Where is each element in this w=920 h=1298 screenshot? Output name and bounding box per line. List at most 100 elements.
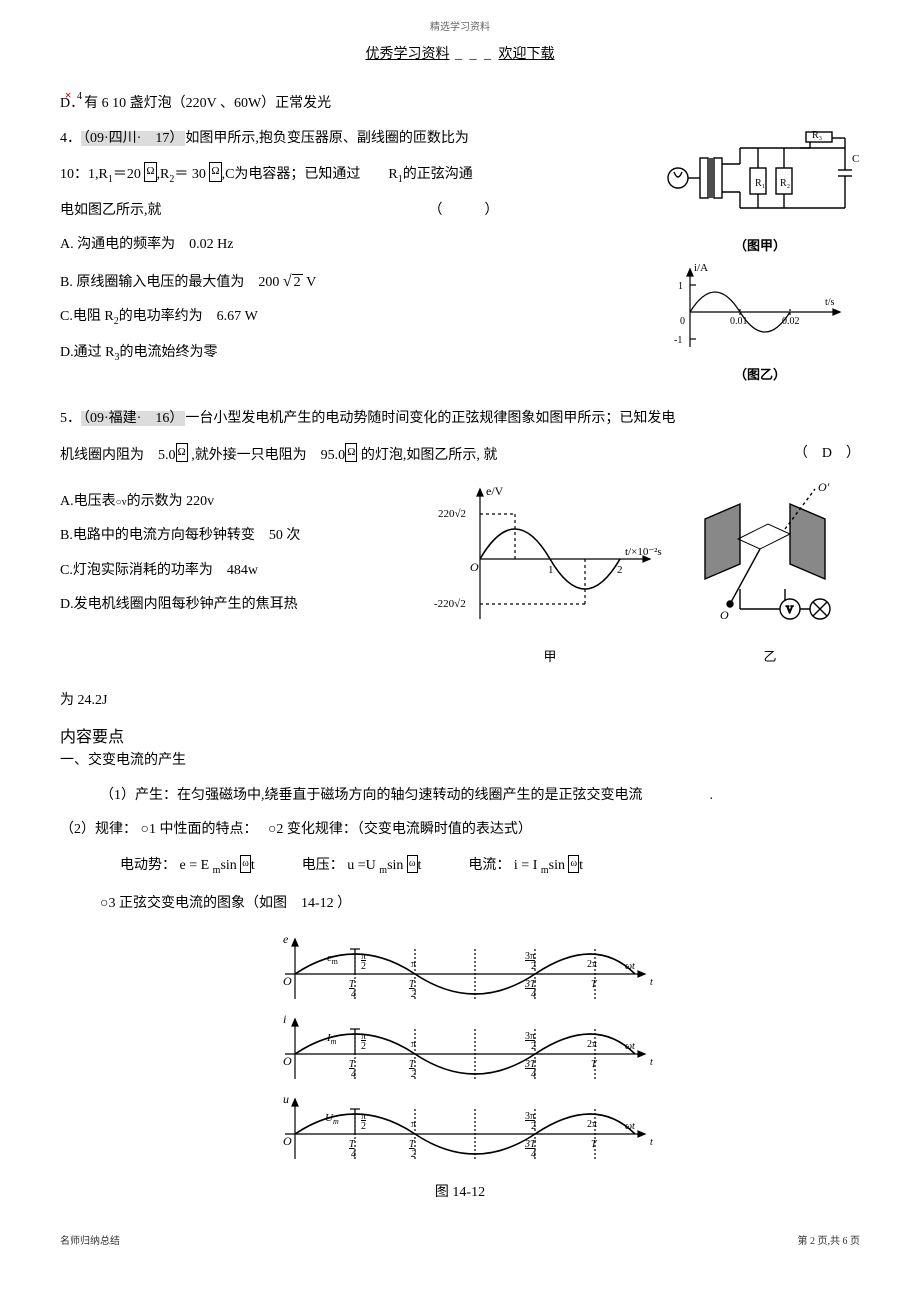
q5s-o: O: [470, 560, 479, 574]
q5s-xlabel: t/×10⁻²s: [625, 546, 662, 558]
tw-um: Um: [325, 1112, 339, 1126]
f-emf: e = E: [180, 858, 213, 873]
option-d-prev: D．有 6 10 盏灯泡（220V 、60W）正常发光 × 4: [60, 86, 860, 115]
f-u-sub: m: [379, 865, 387, 876]
q4-t2b: ,R: [157, 167, 170, 182]
q4-optD-b: 的电流始终为零: [119, 345, 217, 360]
q4-t2a: 10：1,R: [60, 167, 108, 182]
content-l3a: （2）规律：: [60, 822, 137, 837]
tw-wt-1: ωt: [625, 961, 635, 972]
f-u-t: t: [418, 858, 422, 873]
content-l3: （2）规律： ○1 中性面的特点： ○2 变化规律：（交变电流瞬时值的表达式）: [60, 819, 860, 841]
tw-i: i: [283, 1012, 286, 1026]
tw-3T4-1b: 4: [531, 989, 536, 1000]
tw-T-1: T: [591, 979, 598, 990]
sine-x1: 0.01: [730, 316, 748, 327]
q5-line2: 机线圈内阻为 5.0Ω ,就外接一只电阻为 95.0Ω 的灯泡,如图乙所示, 就…: [60, 443, 860, 467]
ohm-icon-4: Ω: [345, 443, 357, 463]
q4-source: （09·四川· 17）: [81, 131, 185, 146]
content-l2-text: （1）产生：在匀强磁场中,绕垂直于磁场方向的轴匀速转动的线圈产生的是正弦交变电流: [100, 788, 643, 803]
content-l2: （1）产生：在匀强磁场中,绕垂直于磁场方向的轴匀速转动的线圈产生的是正弦交变电流…: [100, 785, 860, 807]
f-u-end: sin: [387, 858, 403, 873]
tw-t-3: t: [650, 1137, 653, 1148]
sine-diagram-q4: i/A 1 -1 0 0.01 0.02 t/s: [660, 257, 860, 357]
header-left: 优秀学习资料: [366, 47, 450, 62]
q4-prefix: 4．: [60, 131, 81, 146]
footer-right: 第 2 页,共 6 页: [798, 1234, 861, 1250]
tw-2pi-2: 2π: [587, 1039, 597, 1050]
label-c: C: [852, 153, 859, 165]
tw-em: εm: [327, 952, 339, 966]
q4-optB-unit: V: [303, 275, 317, 290]
q5-t2b: ,就外接一只电阻为 95.0: [188, 448, 346, 463]
tw-T4-2b: 4: [351, 1069, 356, 1080]
tw-pi2-1b: 2: [361, 961, 366, 972]
footer-left: 名师归纳总结: [60, 1234, 120, 1250]
voltmeter-icon: V: [786, 605, 794, 616]
tw-t-2: t: [650, 1057, 653, 1068]
tw-3T4-3b: 4: [531, 1149, 536, 1160]
q4-optD-a: D.通过 R: [60, 345, 114, 360]
q4-eq1: ＝20: [113, 167, 141, 182]
q4-eq2: ＝ 30: [174, 167, 206, 182]
label-r3: R₃: [812, 130, 822, 141]
q5-optA-a: A.电压表: [60, 494, 116, 509]
ohm-icon-3: Ω: [176, 443, 188, 463]
q5s-ylabel: e/V: [486, 484, 504, 498]
tw-pi-2: π: [411, 1039, 416, 1050]
omega-icon-2: ω: [407, 855, 418, 873]
tw-pi-3: π: [411, 1119, 416, 1130]
f-i-t: t: [579, 858, 583, 873]
omega-icon-3: ω: [568, 855, 579, 873]
q5-paren: （ D ）: [794, 443, 860, 465]
tw-wt-3: ωt: [625, 1121, 635, 1132]
page-footer: 名师归纳总结 第 2 页,共 6 页: [60, 1234, 860, 1250]
header-dashes: _ _ _: [450, 47, 499, 62]
content-l2-end: .: [710, 788, 714, 803]
content-l3c: ○2 变化规律：（交变电流瞬时值的表达式）: [268, 822, 532, 837]
ohm-icon-1: Ω: [144, 162, 156, 182]
label-r2: R₂: [780, 178, 790, 189]
q4-optB-sqrt: 2: [292, 274, 303, 290]
tw-t-1: t: [650, 977, 653, 988]
sine-xlabel: t/s: [825, 297, 835, 308]
label-r1: R₁: [755, 178, 765, 189]
q4-text3: 电如图乙所示,就: [60, 203, 162, 218]
q4-text1: 如图甲所示,抱负变压器原、副线圈的匝数比为: [185, 131, 469, 146]
q4-t2d: 的正弦沟通: [403, 167, 473, 182]
three-waves-caption: 图 14-12: [60, 1182, 860, 1204]
tw-T2-1b: 2: [411, 989, 416, 1000]
q5-generator-diagram: V O O': [690, 479, 850, 639]
q5-options-block: A.电压表○v的示数为 220v B.电路中的电流方向每秒钟转变 50 次 C.…: [60, 479, 400, 629]
q5-line1: 5．（09·福建· 16）一台小型发电机产生的电动势随时间变化的正弦规律图象如图…: [60, 408, 860, 430]
f-u-label: 电压：: [302, 858, 344, 873]
q4-optC-a: C.电阻 R: [60, 309, 114, 324]
content-l1: 一、交变电流的产生: [60, 750, 860, 772]
three-waves-svg: e i u O O O εm Im Um π2 π 3π2 2π ωt t π2…: [255, 929, 665, 1169]
f-i-end: sin: [549, 858, 565, 873]
header-right: 欢迎下载: [499, 47, 555, 62]
q5-sine-caption: 甲: [430, 647, 670, 668]
q4-paren: （ ）: [429, 203, 499, 218]
q5-optC: C.灯泡实际消耗的功率为 484w: [60, 560, 400, 582]
f-emf-end: sin: [220, 858, 236, 873]
q5-sine-diagram: e/V 220√2 -220√2 O 1 2 t/×10⁻²s: [430, 479, 670, 639]
content-title: 内容要点: [60, 725, 860, 751]
tw-T-3: T: [591, 1139, 598, 1150]
f-i-label: 电流：: [468, 858, 510, 873]
top-watermark: 精选学习资料: [60, 20, 860, 36]
sine-x2: 0.02: [782, 316, 800, 327]
q5-t2a: 机线圈内阻为 5.0: [60, 448, 176, 463]
q4-optB-a: B. 原线圈输入电压的最大值为 200: [60, 275, 279, 290]
tw-T4-3b: 4: [351, 1149, 356, 1160]
q5s-x2: 2: [617, 564, 623, 576]
q5-fig-left: e/V 220√2 -220√2 O 1 2 t/×10⁻²s 甲: [430, 479, 670, 668]
tw-pi2-2b: 2: [361, 1041, 366, 1052]
sqrt-icon: √: [283, 273, 292, 290]
q5s-x1: 1: [548, 564, 554, 576]
tw-T2-3b: 2: [411, 1149, 416, 1160]
q4-optC-b: 的电功率约为 6.67 W: [119, 309, 258, 324]
q5-optD: D.发电机线圈内阻每秒钟产生的焦耳热: [60, 594, 400, 616]
tw-im: Im: [326, 1032, 337, 1046]
gen-o2: O': [818, 480, 830, 494]
